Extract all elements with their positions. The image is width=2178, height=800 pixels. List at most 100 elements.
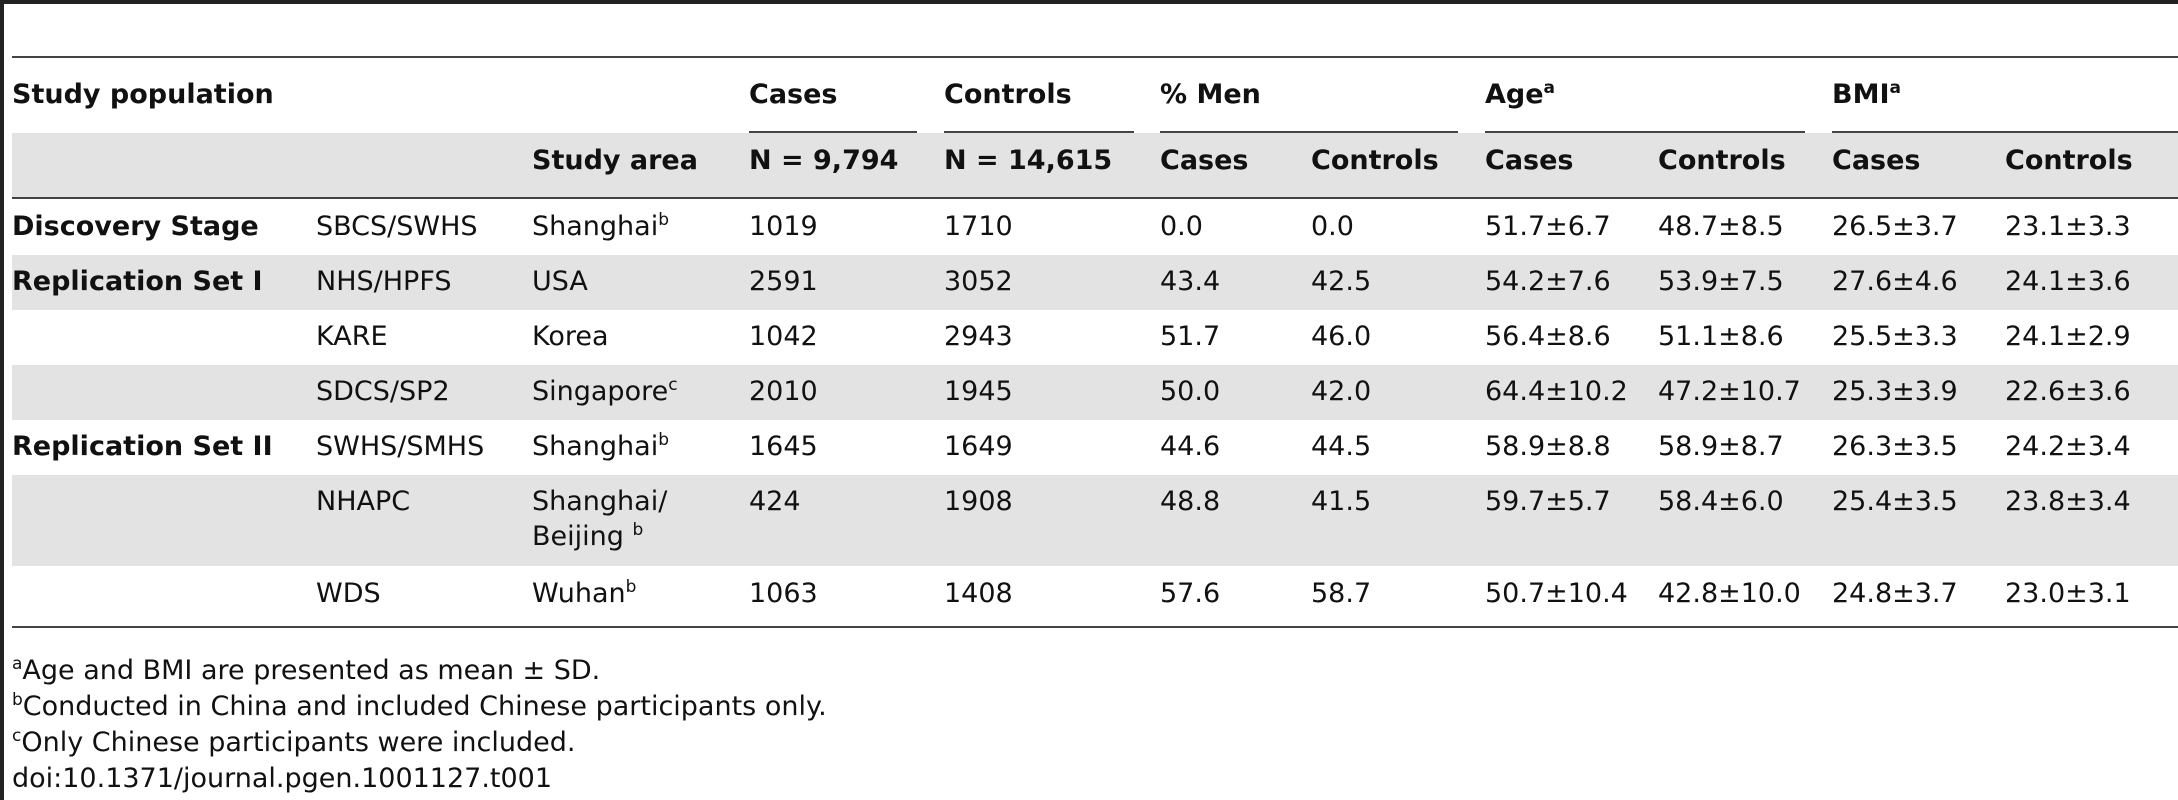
footnote: aAge and BMI are presented as mean ± SD. bbox=[12, 654, 601, 686]
header-study-population: Study population bbox=[12, 79, 274, 110]
row-men-controls: 0.0 bbox=[1311, 211, 1354, 242]
row-cases: 424 bbox=[749, 486, 801, 517]
row-band bbox=[12, 365, 2178, 420]
header-bmi-cases: Cases bbox=[1832, 145, 1921, 176]
row-men-controls: 42.0 bbox=[1311, 376, 1372, 407]
row-bmi-cases: 26.5±3.7 bbox=[1832, 211, 1958, 242]
row-bmi-cases: 27.6±4.6 bbox=[1832, 266, 1958, 297]
row-controls: 2943 bbox=[944, 321, 1013, 352]
row-men-controls: 46.0 bbox=[1311, 321, 1372, 352]
header-bottom-rule bbox=[12, 197, 2178, 199]
header-n-controls: N = 14,615 bbox=[944, 145, 1113, 176]
row-area: Shanghai/ bbox=[532, 486, 668, 517]
row-controls: 1408 bbox=[944, 578, 1013, 609]
row-cases: 2010 bbox=[749, 376, 818, 407]
row-cases: 1645 bbox=[749, 431, 818, 462]
row-cases: 1063 bbox=[749, 578, 818, 609]
bmi-underline bbox=[1832, 131, 2178, 133]
row-men-cases: 50.0 bbox=[1160, 376, 1221, 407]
row-bmi-cases: 24.8±3.7 bbox=[1832, 578, 1958, 609]
row-study: SBCS/SWHS bbox=[316, 211, 478, 242]
row-bmi-cases: 25.3±3.9 bbox=[1832, 376, 1958, 407]
row-bmi-controls: 24.2±3.4 bbox=[2005, 431, 2131, 462]
row-bmi-controls: 24.1±3.6 bbox=[2005, 266, 2131, 297]
row-age-cases: 51.7±6.7 bbox=[1485, 211, 1611, 242]
row-age-controls: 58.9±8.7 bbox=[1658, 431, 1784, 462]
row-age-cases: 59.7±5.7 bbox=[1485, 486, 1611, 517]
row-controls: 1649 bbox=[944, 431, 1013, 462]
row-area: Shanghaib bbox=[532, 430, 670, 462]
row-bmi-controls: 22.6±3.6 bbox=[2005, 376, 2131, 407]
row-stage: Discovery Stage bbox=[12, 211, 259, 242]
row-area: Shanghaib bbox=[532, 210, 670, 242]
table-top-rule bbox=[12, 56, 2178, 58]
header-pct-men: % Men bbox=[1160, 79, 1261, 110]
row-cases: 1042 bbox=[749, 321, 818, 352]
row-age-cases: 50.7±10.4 bbox=[1485, 578, 1628, 609]
row-age-controls: 53.9±7.5 bbox=[1658, 266, 1784, 297]
footnote: cOnly Chinese participants were included… bbox=[12, 726, 576, 758]
row-men-controls: 58.7 bbox=[1311, 578, 1372, 609]
footnote: bConducted in China and included Chinese… bbox=[12, 690, 827, 722]
header-n-cases: N = 9,794 bbox=[749, 145, 899, 176]
row-bmi-controls: 23.8±3.4 bbox=[2005, 486, 2131, 517]
header-age: Agea bbox=[1485, 78, 1556, 110]
row-controls: 3052 bbox=[944, 266, 1013, 297]
header-bmi-controls: Controls bbox=[2005, 145, 2133, 176]
row-men-cases: 57.6 bbox=[1160, 578, 1221, 609]
row-area: Korea bbox=[532, 321, 609, 352]
header-age-cases: Cases bbox=[1485, 145, 1574, 176]
row-band bbox=[12, 475, 2178, 566]
row-age-cases: 54.2±7.6 bbox=[1485, 266, 1611, 297]
header-bmi: BMIa bbox=[1832, 78, 1901, 110]
row-men-cases: 44.6 bbox=[1160, 431, 1221, 462]
header-men-cases: Cases bbox=[1160, 145, 1249, 176]
row-bmi-cases: 25.4±3.5 bbox=[1832, 486, 1958, 517]
controls-underline bbox=[944, 131, 1134, 133]
row-controls: 1908 bbox=[944, 486, 1013, 517]
pct-men-underline bbox=[1160, 131, 1458, 133]
header-study-area: Study area bbox=[532, 145, 698, 176]
row-study: WDS bbox=[316, 578, 381, 609]
left-border bbox=[0, 0, 4, 800]
header-band bbox=[12, 133, 2178, 197]
header-cases: Cases bbox=[749, 79, 838, 110]
row-area: Singaporec bbox=[532, 375, 678, 407]
row-band bbox=[12, 255, 2178, 310]
row-controls: 1710 bbox=[944, 211, 1013, 242]
row-area: Wuhanb bbox=[532, 577, 637, 609]
row-area: USA bbox=[532, 266, 588, 297]
row-bmi-controls: 24.1±2.9 bbox=[2005, 321, 2131, 352]
row-study: SWHS/SMHS bbox=[316, 431, 485, 462]
row-age-cases: 64.4±10.2 bbox=[1485, 376, 1628, 407]
top-border bbox=[0, 0, 2178, 4]
header-controls: Controls bbox=[944, 79, 1072, 110]
row-bmi-controls: 23.0±3.1 bbox=[2005, 578, 2131, 609]
table-bottom-rule bbox=[12, 626, 2178, 628]
row-men-cases: 0.0 bbox=[1160, 211, 1203, 242]
row-men-controls: 42.5 bbox=[1311, 266, 1372, 297]
age-underline bbox=[1485, 131, 1805, 133]
row-men-cases: 48.8 bbox=[1160, 486, 1221, 517]
row-men-controls: 41.5 bbox=[1311, 486, 1372, 517]
row-controls: 1945 bbox=[944, 376, 1013, 407]
row-stage: Replication Set I bbox=[12, 266, 263, 297]
row-age-controls: 58.4±6.0 bbox=[1658, 486, 1784, 517]
doi-link: doi:10.1371/journal.pgen.1001127.t001 bbox=[12, 763, 553, 794]
row-age-controls: 48.7±8.5 bbox=[1658, 211, 1784, 242]
row-age-controls: 51.1±8.6 bbox=[1658, 321, 1784, 352]
header-men-controls: Controls bbox=[1311, 145, 1439, 176]
header-age-controls: Controls bbox=[1658, 145, 1786, 176]
row-bmi-controls: 23.1±3.3 bbox=[2005, 211, 2131, 242]
row-cases: 2591 bbox=[749, 266, 818, 297]
row-men-cases: 51.7 bbox=[1160, 321, 1221, 352]
row-study: SDCS/SP2 bbox=[316, 376, 450, 407]
row-cases: 1019 bbox=[749, 211, 818, 242]
row-stage: Replication Set II bbox=[12, 431, 273, 462]
row-age-cases: 58.9±8.8 bbox=[1485, 431, 1611, 462]
row-men-cases: 43.4 bbox=[1160, 266, 1221, 297]
row-bmi-cases: 26.3±3.5 bbox=[1832, 431, 1958, 462]
cases-underline bbox=[749, 131, 917, 133]
row-study: NHAPC bbox=[316, 486, 411, 517]
row-study: KARE bbox=[316, 321, 388, 352]
